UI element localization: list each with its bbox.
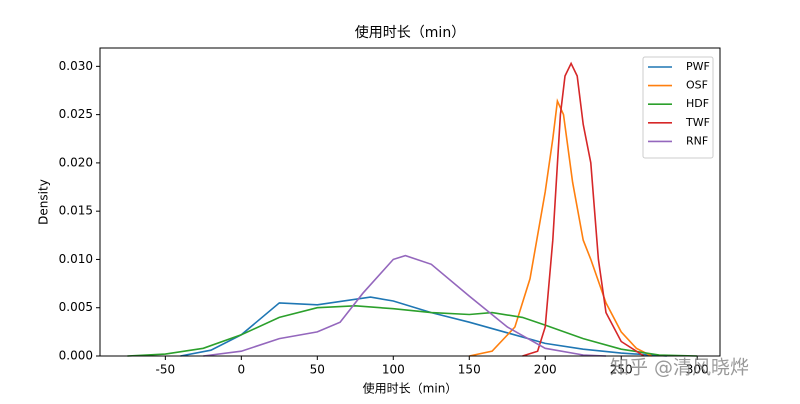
density-line — [203, 254, 607, 357]
y-axis-label: Density — [37, 179, 51, 225]
y-tick-label: 0.030 — [59, 59, 93, 73]
x-tick-label: 100 — [382, 363, 405, 377]
x-tick-label: 50 — [310, 363, 325, 377]
x-tick-label: 200 — [534, 363, 557, 377]
density-line — [180, 296, 667, 357]
x-tick-label: 250 — [610, 363, 633, 377]
x-tick-label: 150 — [458, 363, 481, 377]
legend-label: RNF — [686, 134, 708, 147]
y-tick-label: 0.020 — [59, 155, 93, 169]
x-tick-label: -50 — [156, 363, 176, 377]
x-axis-label: 使用时长（min） — [363, 381, 458, 396]
legend-label: TWF — [685, 116, 710, 129]
legend-label: PWF — [686, 60, 710, 73]
density-line — [522, 61, 645, 357]
y-tick-label: 0.010 — [59, 252, 93, 266]
legend-label: OSF — [686, 79, 708, 92]
chart-title: 使用时长（min） — [355, 24, 465, 41]
legend-label: HDF — [686, 97, 709, 110]
density-line — [127, 304, 698, 357]
y-tick-label: 0.025 — [59, 107, 93, 121]
legend-box — [642, 56, 714, 159]
y-tick-label: 0.015 — [59, 204, 93, 218]
y-tick-label: 0.005 — [59, 300, 93, 314]
watermark: 知乎 @清风晓烨 — [610, 357, 749, 379]
y-tick-label: 0.000 — [59, 349, 93, 363]
density-line — [469, 98, 652, 357]
plot-frame — [99, 47, 721, 357]
x-tick-label: 0 — [238, 363, 246, 377]
x-tick-label: 300 — [686, 363, 709, 377]
